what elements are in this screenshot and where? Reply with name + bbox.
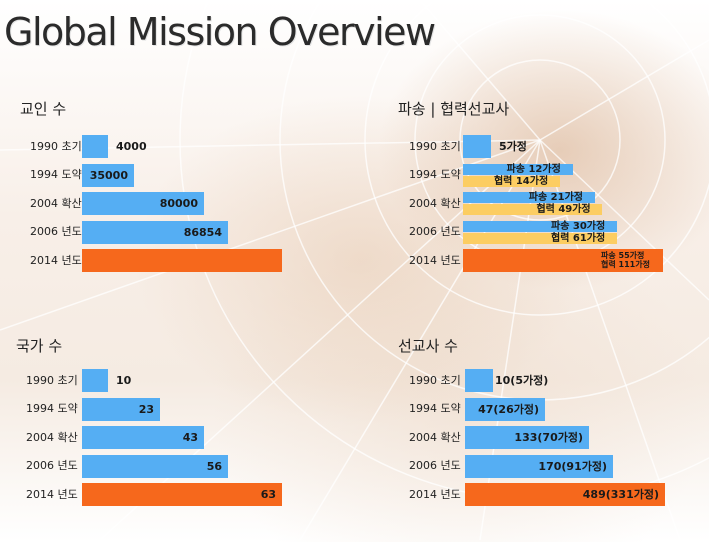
data-label: 80000 [159, 197, 198, 210]
bar [463, 163, 573, 175]
category-label: 1990 초기 [409, 139, 461, 153]
category-label: 2014 년도 [409, 253, 461, 267]
bar [463, 232, 617, 244]
category-label: 1994 도약 [26, 402, 78, 415]
bar [82, 454, 228, 478]
bar [82, 220, 228, 244]
bar [463, 175, 560, 187]
data-label: 86854 [183, 225, 222, 239]
data-label: 23 [138, 402, 154, 416]
bar [465, 483, 665, 506]
bar [82, 249, 282, 272]
bar [463, 249, 663, 272]
category-label: 1990 초기 [30, 139, 82, 153]
bar [82, 483, 282, 506]
chart-title: 선교사 수 [398, 337, 458, 355]
data-label: 43 [182, 431, 198, 444]
category-label: 2006 년도 [409, 225, 461, 238]
category-label: 2004 확산 [30, 196, 82, 210]
chart-title: 교인 수 [20, 100, 67, 118]
category-label: 1994 도약 [409, 402, 461, 415]
data-label: 170(91가정) [538, 459, 607, 473]
bar [465, 454, 613, 478]
category-label: 2014 년도 [26, 487, 78, 501]
bar [463, 220, 617, 232]
data-label: 협력 61가정 [551, 232, 606, 244]
data-label: 63 [260, 488, 276, 501]
category-label: 2004 확산 [409, 196, 461, 210]
data-label: 35000 [89, 168, 128, 182]
data-label: 파송 30가정 [551, 220, 606, 232]
data-label: 파송 12가정 [506, 163, 561, 175]
data-label: 56 [206, 459, 222, 473]
bar [82, 192, 204, 215]
category-label: 2014 년도 [30, 253, 82, 267]
data-label: 파송 55가정 [601, 251, 645, 260]
bar [82, 426, 204, 449]
data-label: 협력 14가정 [493, 175, 549, 187]
page-title: Global Mission Overview [4, 10, 436, 54]
chart-title: 파송 | 협력선교사 [398, 100, 510, 118]
category-label: 2006 년도 [409, 459, 461, 472]
bar [82, 369, 108, 392]
category-label: 1990 초기 [409, 373, 461, 387]
data-label: 4000 [116, 140, 147, 153]
category-label: 2006 년도 [30, 225, 82, 238]
data-label: 파송 21가정 [528, 192, 583, 203]
data-label: 10(5가정) [495, 374, 549, 387]
category-label: 2014 년도 [409, 487, 461, 501]
category-label: 2006 년도 [26, 459, 78, 472]
bar [82, 135, 108, 158]
category-label: 2004 확산 [409, 430, 461, 444]
data-label: 489(331가정) [582, 488, 659, 501]
category-label: 2004 확산 [26, 430, 78, 444]
data-label: 협력 49가정 [536, 204, 591, 215]
bar [465, 397, 545, 421]
bar [463, 135, 491, 158]
data-label: 10 [116, 374, 132, 387]
category-label: 1994 도약 [409, 168, 461, 181]
bar [82, 397, 160, 421]
bar [465, 369, 493, 392]
bar [463, 192, 595, 203]
category-label: 1990 초기 [26, 373, 78, 387]
data-label: 133(70가정) [514, 431, 583, 444]
data-label: 47(26가정) [478, 402, 539, 416]
bar [82, 163, 134, 187]
chart-title: 국가 수 [16, 337, 63, 355]
data-label: 5가정 [499, 140, 527, 153]
bar [463, 204, 603, 215]
data-label: 협력 111가정 [601, 260, 650, 269]
category-label: 1994 도약 [30, 168, 82, 181]
bar [465, 426, 589, 449]
